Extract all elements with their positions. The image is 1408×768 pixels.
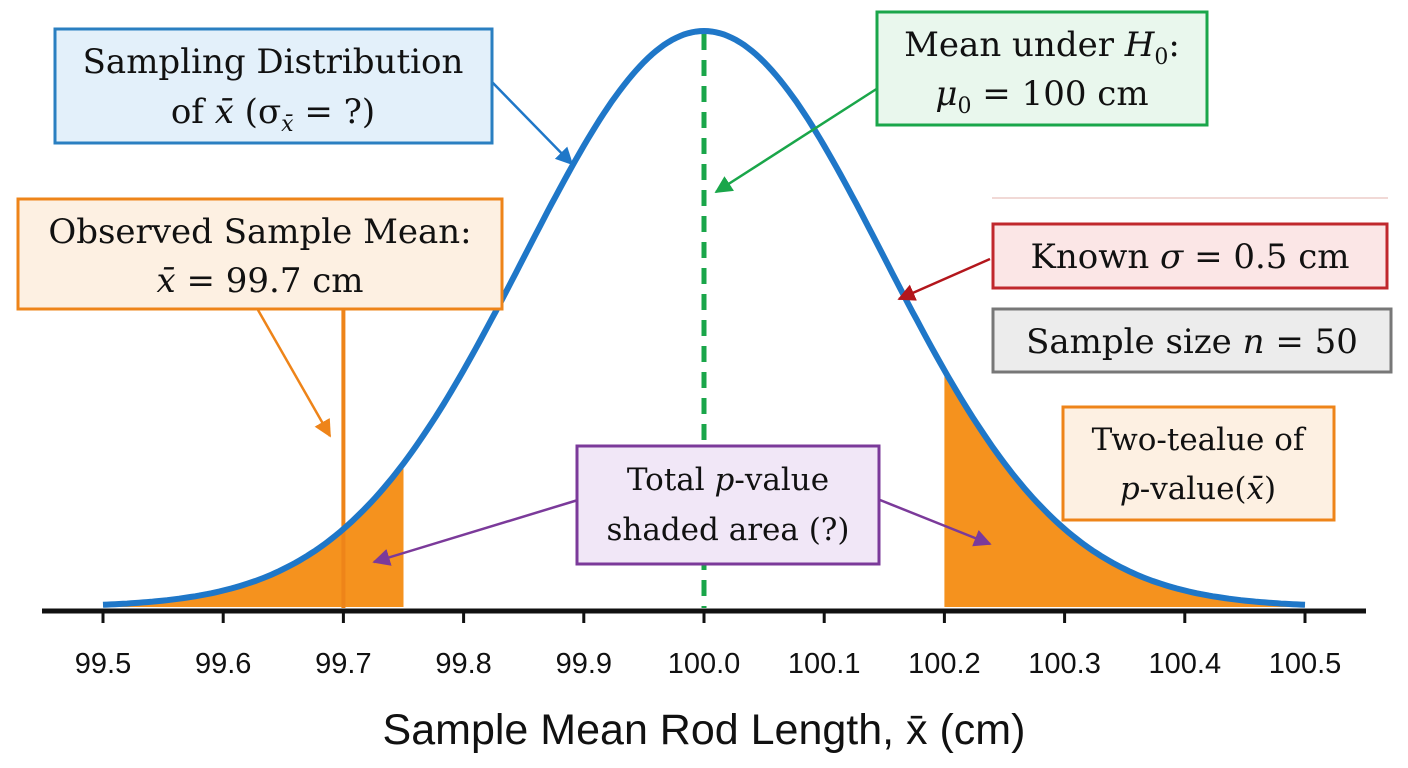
observed-line1: Observed Sample Mean:	[48, 212, 471, 252]
mean-h0-annotation: Mean under H0: μ0 = 100 cm	[875, 10, 1209, 127]
total-p-line1: Total p-value	[627, 462, 829, 498]
two-tail-line2: p-value(x̄)	[1120, 471, 1276, 507]
total-p-box	[575, 444, 881, 566]
known-sigma-box	[991, 222, 1389, 290]
mean-h0-arrow	[714, 86, 879, 194]
sampling-distribution-curve	[102, 27, 1306, 608]
known-sigma-annotation: Known σ = 0.5 cm	[991, 222, 1389, 290]
x-tick-label: 99.8	[435, 648, 491, 680]
x-tick-label: 100.0	[668, 648, 741, 680]
x-tick-label: 100.1	[788, 648, 861, 680]
observed-arrow	[256, 309, 332, 438]
sample-size-text: Sample size n = 50	[1026, 322, 1358, 362]
total-p-line2: shaded area (?)	[606, 512, 849, 548]
x-tick-label: 100.3	[1028, 648, 1101, 680]
sampling-line1: Sampling Distribution	[83, 42, 464, 82]
mean-h0-box	[875, 10, 1209, 127]
x-tick-label: 100.2	[908, 648, 981, 680]
x-tick-label: 99.6	[195, 648, 251, 680]
x-axis-title: Sample Mean Rod Length, x̄ (cm)	[383, 706, 1026, 754]
mean-h0-line1: Mean under H0:	[904, 25, 1180, 70]
two-tail-annotation: Two-tealue of p-value(x̄)	[1061, 405, 1336, 522]
two-tail-line1: Two-tealue of	[1092, 422, 1307, 458]
sampling-line2: of x̄ (σx̄ = ?)	[171, 92, 375, 137]
observed-line2: x̄ = 99.7 cm	[156, 261, 363, 301]
known-sigma-text: Known σ = 0.5 cm	[1030, 237, 1349, 277]
sample-size-annotation: Sample size n = 50	[991, 307, 1393, 374]
observed-box	[16, 197, 504, 311]
sampling-arrow	[491, 81, 574, 166]
total-p-annotation: Total p-value shaded area (?)	[575, 444, 881, 566]
mean-h0-line2: μ0 = 100 cm	[935, 74, 1148, 119]
x-tick-label: 100.5	[1269, 648, 1342, 680]
x-tick-label: 99.7	[315, 648, 371, 680]
known-sigma-arrow	[897, 257, 991, 301]
sampling-box	[53, 27, 494, 145]
observed-annotation: Observed Sample Mean: x̄ = 99.7 cm	[16, 197, 504, 311]
two-tail-box	[1061, 405, 1336, 522]
left-tail-shaded-area	[103, 463, 404, 607]
sample-size-box	[991, 307, 1393, 374]
x-axis-ticks: 99.5 99.6 99.7 99.8 99.9 100.0 100.1 100.2 100.3…	[75, 611, 1342, 680]
sampling-distribution-annotation: Sampling Distribution of x̄ (σx̄ = ?)	[53, 27, 494, 145]
x-tick-label: 99.9	[556, 648, 612, 680]
right-tail-shaded-area	[944, 370, 1305, 607]
total-p-left-arrow	[372, 498, 579, 566]
x-tick-label: 100.4	[1149, 648, 1222, 680]
x-tick-label: 99.5	[75, 648, 131, 680]
total-p-right-arrow	[879, 498, 992, 547]
